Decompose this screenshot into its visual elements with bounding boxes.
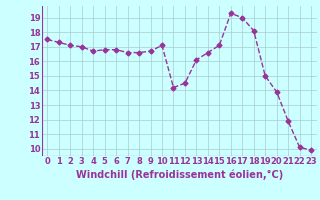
X-axis label: Windchill (Refroidissement éolien,°C): Windchill (Refroidissement éolien,°C) <box>76 169 283 180</box>
